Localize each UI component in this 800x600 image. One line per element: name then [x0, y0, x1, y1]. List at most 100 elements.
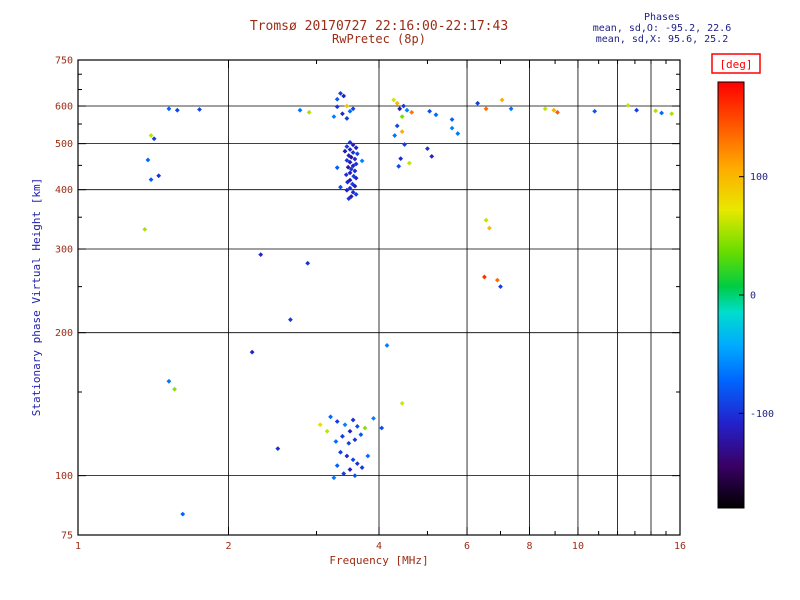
y-tick-label: 75 [61, 531, 73, 542]
scatter-point [362, 425, 368, 431]
colorbar-tick-label: 100 [750, 172, 768, 183]
phases-heading: Phases [644, 12, 680, 23]
scatter-point [344, 453, 350, 459]
scatter-point [346, 153, 352, 158]
colorbar-tick-label: 0 [750, 291, 756, 302]
deg-unit-box [711, 53, 761, 74]
x-tick-label: 1 [75, 541, 81, 552]
scatter-point [348, 166, 354, 172]
y-tick-label: 100 [55, 471, 73, 482]
scatter-point [350, 106, 356, 112]
scatter-point [156, 173, 162, 179]
y-axis-label: Stationary phase Virtual Height [km] [30, 178, 43, 416]
y-tick-label: 400 [55, 185, 73, 196]
x-tick-label: 10 [572, 541, 584, 552]
scatter-point [148, 177, 154, 183]
scatter-point [352, 168, 358, 174]
scatter-point [345, 164, 351, 170]
chart-subtitle: RwPretec (8p) [332, 32, 426, 46]
x-tick-label: 16 [674, 541, 686, 552]
scatter-point [344, 103, 350, 109]
scatter-point [406, 160, 412, 166]
scatter-point [354, 423, 360, 429]
scatter-point [404, 107, 410, 113]
y-tick-label: 600 [55, 102, 73, 113]
scatter-point [197, 107, 202, 112]
y-tick-label: 200 [55, 328, 73, 339]
scatter-point [180, 511, 186, 517]
scatter-point [429, 154, 435, 159]
scatter-point [394, 123, 400, 129]
scatter-point [331, 475, 337, 481]
scatter-point [338, 449, 343, 455]
scatter-point [486, 225, 492, 231]
scatter-point [352, 156, 358, 162]
colorbar-unit-label: [deg] [719, 58, 752, 71]
scatter-point [409, 109, 415, 115]
x-tick-label: 4 [376, 541, 382, 552]
scatter-point [354, 461, 360, 467]
scatter-point [498, 284, 503, 290]
scatter-point [305, 260, 311, 266]
scatter-point [350, 142, 356, 148]
scatter-point [358, 432, 364, 438]
axis-ticks: 1 2 4 6 8 10 16 75 100 200 300 400 500 600 750 [55, 56, 686, 553]
scatter-point [353, 175, 359, 181]
scatter-point [483, 217, 489, 223]
scatter-point [353, 145, 359, 151]
scatter-point [344, 157, 350, 163]
scatter-point [342, 422, 348, 428]
y-tick-label: 500 [55, 139, 73, 150]
scatter-point [350, 150, 356, 155]
scatter-point [455, 131, 461, 136]
scatter-point [151, 136, 157, 142]
scatter-point [347, 108, 353, 114]
scatter-point [475, 100, 481, 106]
scatter-point [659, 110, 665, 116]
scatter-point [347, 177, 353, 183]
colorbar: 100 0 -100 [717, 81, 774, 509]
scatter-point [449, 117, 455, 122]
x-axis-label: Frequency [MHz] [329, 554, 428, 567]
scatter-point [399, 114, 405, 120]
y-tick-label: 750 [55, 56, 73, 67]
scatter-point [401, 103, 407, 109]
colorbar-tick-label: -100 [750, 409, 774, 420]
chart-title: Tromsø 20170727 22:16:00-22:17:43 [250, 19, 508, 34]
scatter-point [344, 144, 350, 149]
scatter-point [340, 433, 345, 439]
scatter-point [306, 109, 312, 115]
scatter-point [348, 154, 354, 160]
scatter-point [331, 114, 337, 120]
scatter-point [499, 97, 505, 103]
scatter-point [350, 457, 356, 463]
scatter-point [145, 157, 151, 163]
scatter-point [371, 415, 376, 421]
scatter-point [166, 378, 172, 384]
scatter-point [399, 400, 405, 406]
scatter-point [347, 147, 353, 152]
scatter-point [379, 425, 385, 431]
scatter-point [172, 386, 177, 392]
scatter-point [359, 158, 365, 164]
scatter-point [334, 104, 340, 110]
scatter-point [328, 414, 333, 420]
scatter-point [343, 172, 349, 178]
scatter-point [394, 100, 400, 106]
scatter-point [317, 422, 323, 428]
scatter-point [354, 151, 360, 157]
scatter-point [398, 156, 404, 162]
scatter-point [347, 140, 353, 145]
scatter-point [338, 184, 343, 190]
scatter-point [353, 161, 359, 167]
scatter-point [344, 187, 350, 193]
x-tick-label: 2 [225, 541, 231, 552]
scatter-point [555, 109, 560, 115]
scatter-point [353, 191, 359, 197]
scatter-point [345, 179, 350, 185]
scatter-point [334, 165, 340, 171]
scatter-point [482, 274, 487, 280]
scatter-point [399, 129, 405, 135]
scatter-points [142, 90, 675, 517]
